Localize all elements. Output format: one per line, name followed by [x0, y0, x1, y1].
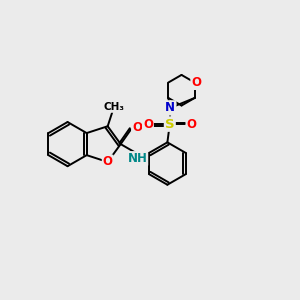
- Text: S: S: [165, 118, 175, 130]
- Text: O: O: [191, 76, 201, 89]
- Text: O: O: [143, 118, 153, 130]
- Text: O: O: [132, 121, 142, 134]
- Text: S: S: [165, 118, 175, 130]
- Text: O: O: [187, 118, 196, 130]
- Text: NH: NH: [128, 152, 147, 165]
- Text: CH₃: CH₃: [103, 102, 124, 112]
- Text: N: N: [165, 101, 175, 114]
- Text: O: O: [103, 155, 113, 169]
- Text: N: N: [165, 101, 175, 114]
